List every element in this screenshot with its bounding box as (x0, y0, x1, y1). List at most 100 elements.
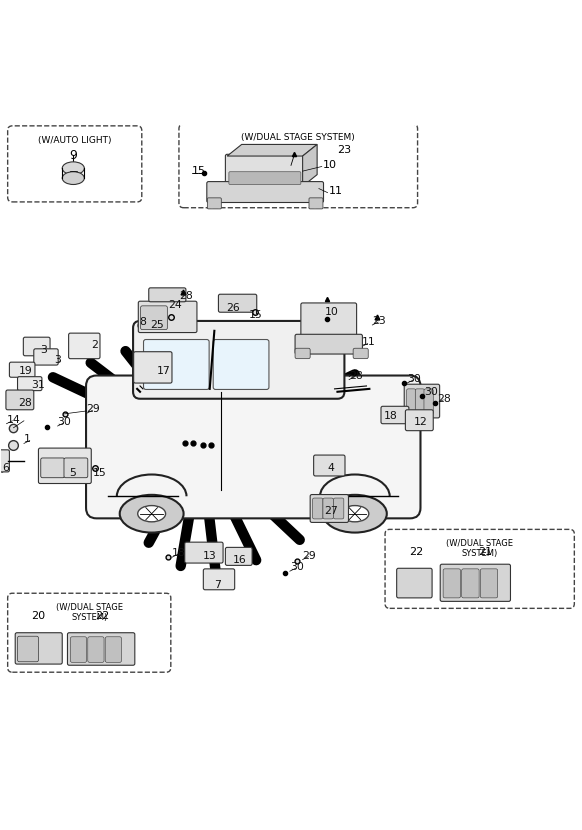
FancyBboxPatch shape (440, 564, 510, 602)
FancyBboxPatch shape (381, 407, 409, 423)
Text: 22: 22 (409, 547, 423, 557)
FancyBboxPatch shape (229, 172, 301, 184)
Ellipse shape (62, 162, 84, 174)
Text: (W/DUAL STAGE
SYSTEM): (W/DUAL STAGE SYSTEM) (56, 603, 123, 622)
Text: 18: 18 (384, 411, 398, 421)
FancyBboxPatch shape (0, 450, 9, 472)
FancyBboxPatch shape (17, 637, 38, 662)
Text: (W/AUTO LIGHT): (W/AUTO LIGHT) (38, 136, 112, 145)
Text: (W/DUAL STAGE SYSTEM): (W/DUAL STAGE SYSTEM) (242, 134, 355, 143)
FancyBboxPatch shape (295, 334, 363, 354)
Text: 3: 3 (40, 345, 47, 355)
Text: 28: 28 (179, 291, 193, 301)
FancyBboxPatch shape (207, 182, 324, 203)
FancyBboxPatch shape (443, 569, 460, 598)
Text: 30: 30 (58, 417, 72, 427)
Text: 21: 21 (478, 547, 492, 557)
Text: 29: 29 (87, 404, 100, 414)
Text: 11: 11 (329, 187, 343, 197)
FancyBboxPatch shape (218, 294, 257, 312)
FancyBboxPatch shape (134, 352, 172, 383)
FancyBboxPatch shape (34, 349, 58, 365)
Text: 8: 8 (139, 317, 146, 327)
FancyBboxPatch shape (149, 288, 186, 302)
FancyBboxPatch shape (310, 495, 349, 522)
FancyBboxPatch shape (139, 301, 197, 333)
Text: 10: 10 (323, 160, 337, 170)
Text: 2: 2 (91, 340, 98, 350)
Text: 13: 13 (203, 550, 217, 560)
Text: 12: 12 (414, 417, 428, 427)
FancyBboxPatch shape (225, 154, 304, 188)
Polygon shape (303, 144, 317, 186)
Text: 15: 15 (93, 468, 106, 478)
FancyBboxPatch shape (8, 593, 171, 672)
FancyBboxPatch shape (9, 362, 35, 378)
Text: 26: 26 (226, 303, 240, 313)
Text: 19: 19 (19, 367, 33, 377)
Text: 6: 6 (2, 463, 9, 473)
FancyBboxPatch shape (64, 458, 88, 478)
FancyBboxPatch shape (70, 637, 87, 662)
Text: 9: 9 (69, 149, 77, 162)
FancyBboxPatch shape (213, 339, 269, 389)
FancyBboxPatch shape (313, 498, 323, 519)
Text: (W/DUAL STAGE
SYSTEM): (W/DUAL STAGE SYSTEM) (446, 539, 513, 558)
Text: 27: 27 (325, 505, 338, 515)
Text: 5: 5 (69, 468, 76, 478)
FancyBboxPatch shape (133, 321, 345, 398)
Text: 15: 15 (192, 166, 206, 176)
FancyBboxPatch shape (407, 389, 416, 414)
FancyBboxPatch shape (333, 498, 344, 519)
Text: 23: 23 (338, 144, 352, 154)
FancyBboxPatch shape (295, 349, 310, 359)
Text: 28: 28 (349, 370, 363, 380)
Text: 16: 16 (233, 555, 247, 565)
FancyBboxPatch shape (353, 349, 368, 359)
FancyBboxPatch shape (15, 632, 62, 664)
Text: 14: 14 (6, 415, 20, 425)
FancyBboxPatch shape (397, 569, 432, 598)
Text: 20: 20 (31, 611, 45, 621)
Text: 30: 30 (424, 387, 438, 397)
FancyBboxPatch shape (314, 455, 345, 476)
Text: 22: 22 (95, 611, 109, 621)
Text: 25: 25 (151, 320, 164, 330)
FancyBboxPatch shape (207, 198, 221, 209)
Text: 10: 10 (325, 306, 339, 317)
Text: 23: 23 (372, 316, 386, 326)
Text: 3: 3 (54, 355, 61, 365)
FancyBboxPatch shape (203, 569, 235, 590)
FancyBboxPatch shape (8, 126, 142, 202)
Ellipse shape (323, 495, 387, 533)
FancyBboxPatch shape (179, 124, 417, 208)
FancyBboxPatch shape (424, 389, 433, 414)
FancyBboxPatch shape (184, 542, 223, 563)
FancyBboxPatch shape (462, 569, 479, 598)
Ellipse shape (341, 505, 369, 522)
FancyBboxPatch shape (144, 339, 209, 389)
Ellipse shape (120, 495, 183, 533)
FancyBboxPatch shape (41, 458, 65, 478)
FancyBboxPatch shape (480, 569, 498, 598)
FancyBboxPatch shape (415, 389, 424, 414)
FancyBboxPatch shape (323, 498, 333, 519)
FancyBboxPatch shape (105, 637, 122, 662)
FancyBboxPatch shape (141, 305, 168, 330)
Text: 24: 24 (168, 300, 182, 310)
FancyBboxPatch shape (225, 547, 252, 565)
FancyBboxPatch shape (68, 632, 135, 665)
FancyBboxPatch shape (404, 384, 439, 417)
FancyBboxPatch shape (38, 448, 91, 484)
FancyBboxPatch shape (406, 410, 433, 431)
FancyBboxPatch shape (6, 390, 34, 410)
Text: 30: 30 (407, 374, 421, 384)
Text: 17: 17 (157, 367, 170, 377)
Ellipse shape (62, 172, 84, 184)
Ellipse shape (138, 505, 166, 522)
Text: 28: 28 (437, 393, 451, 403)
FancyBboxPatch shape (23, 337, 50, 356)
Text: 11: 11 (362, 338, 375, 348)
Text: 28: 28 (18, 398, 32, 408)
Text: 18: 18 (172, 548, 186, 559)
